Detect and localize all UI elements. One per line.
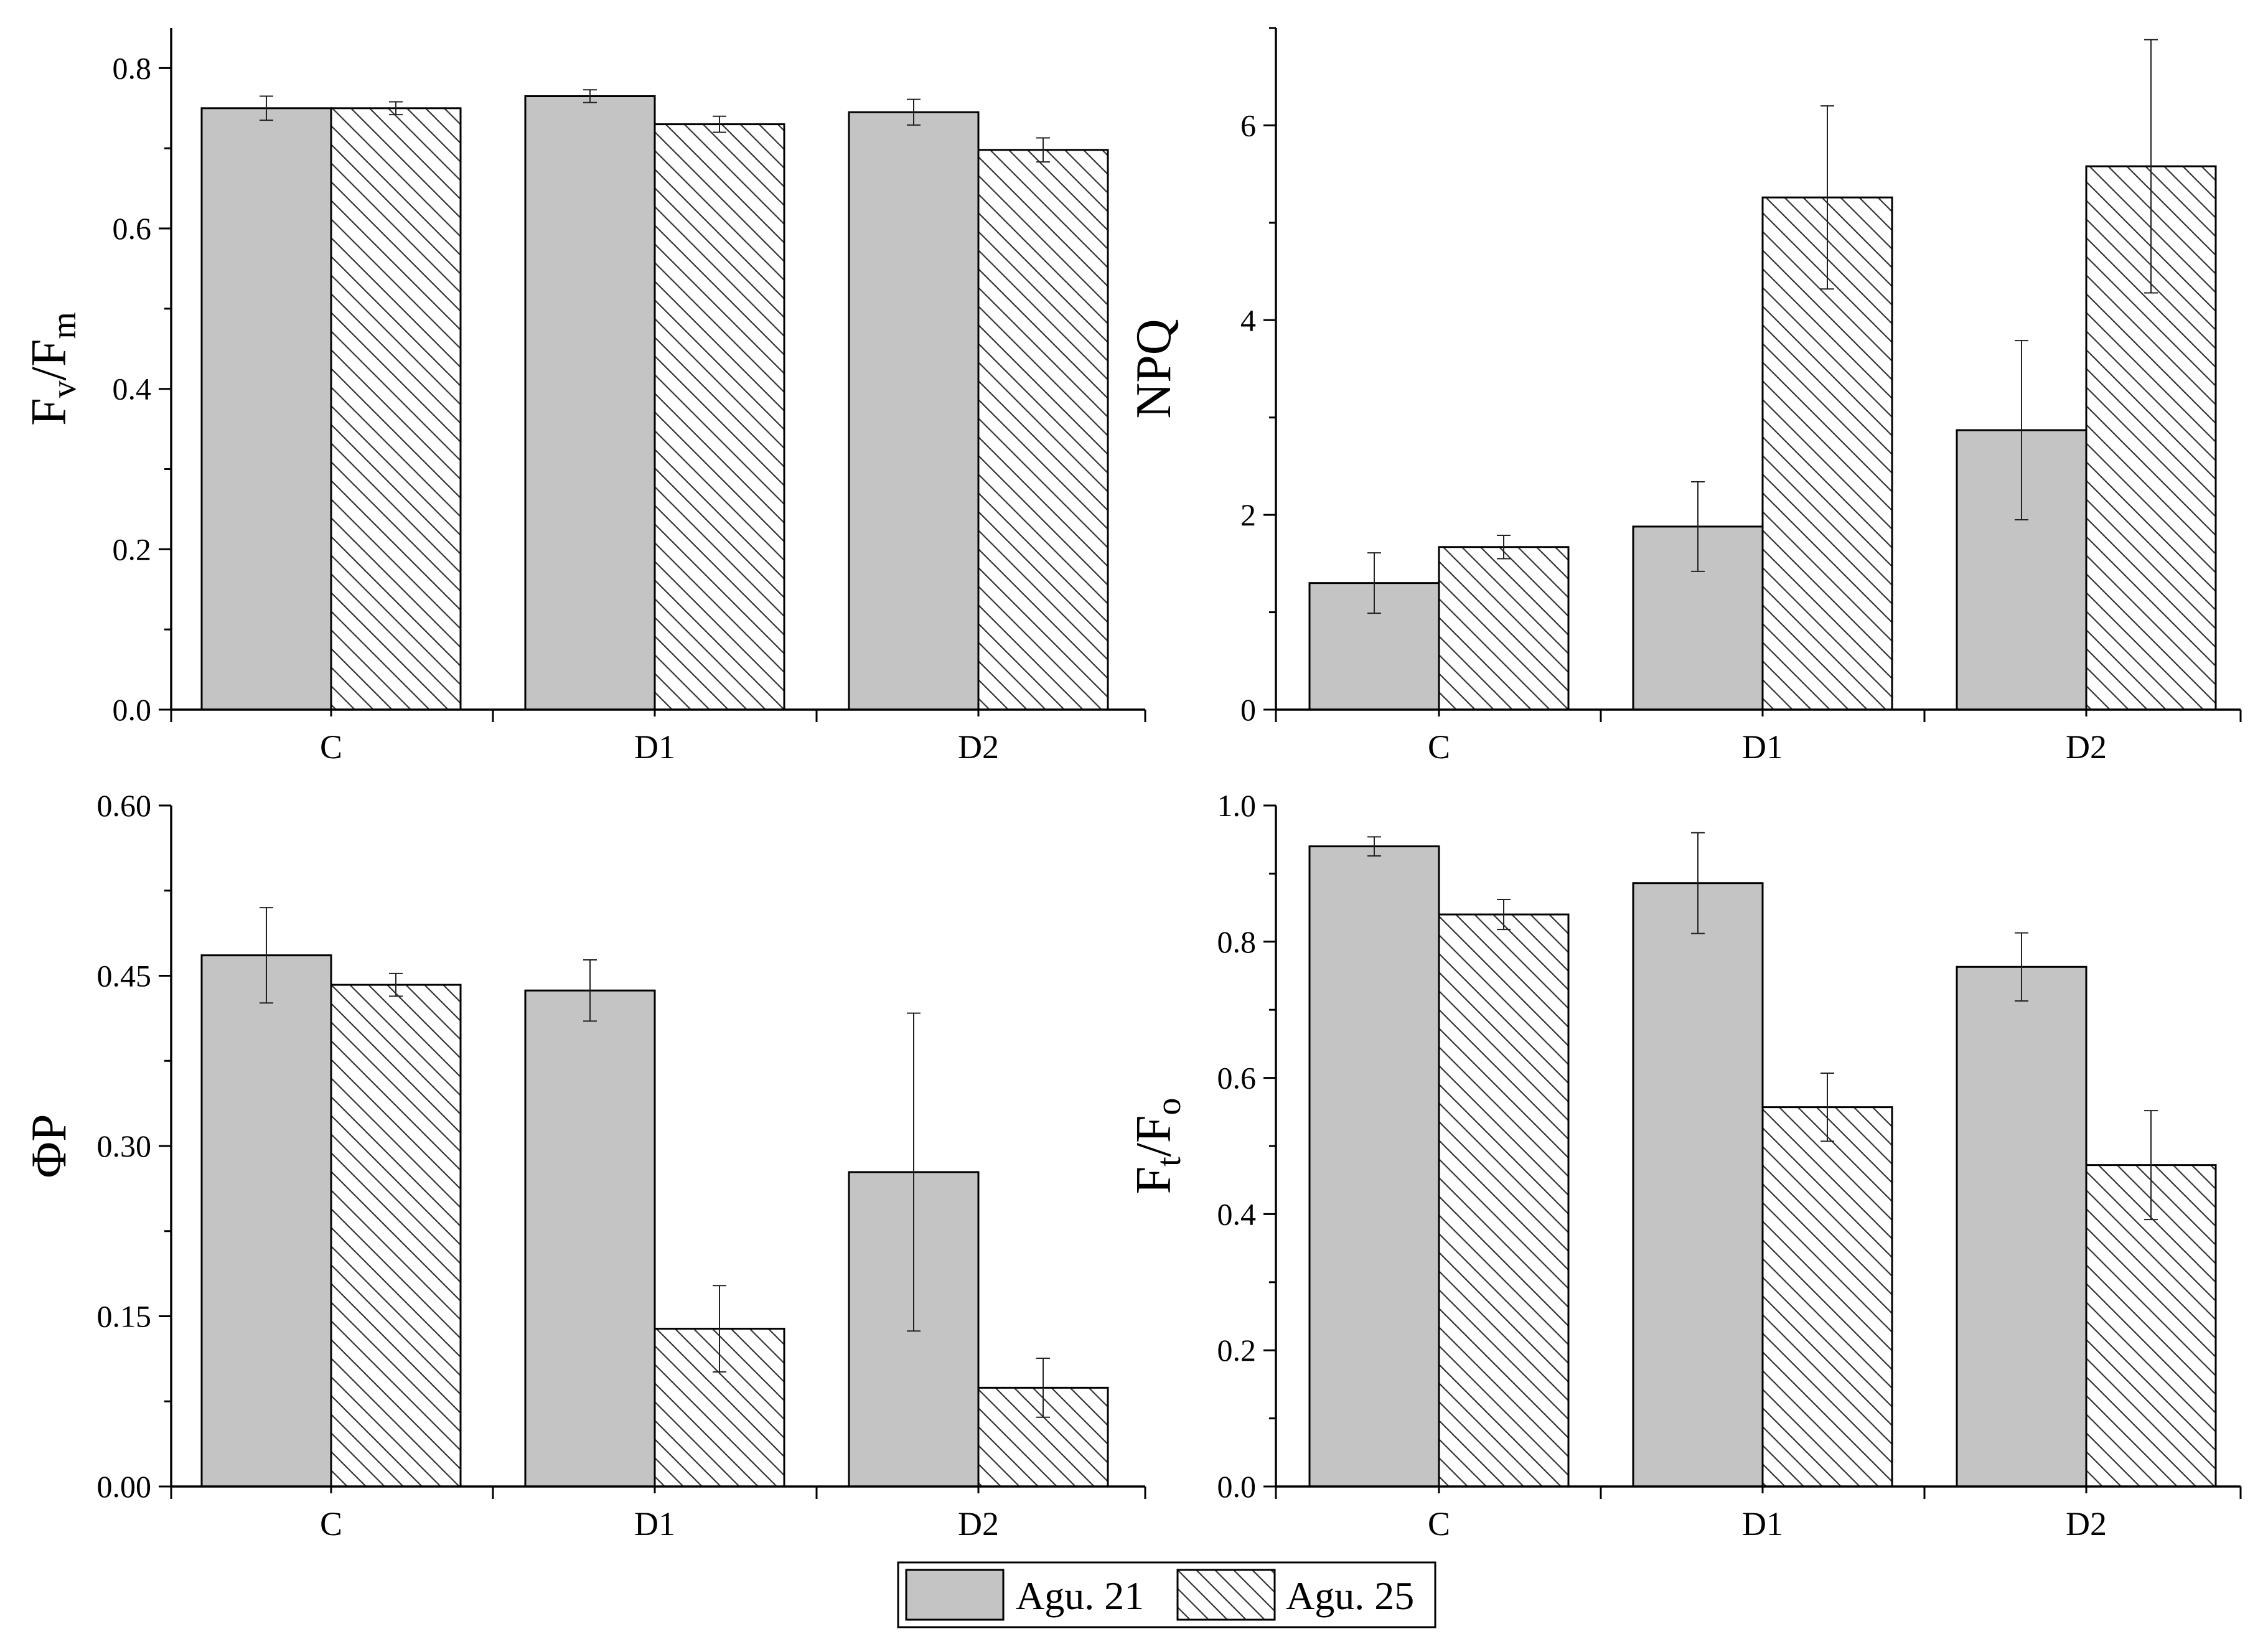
y-tick-label: 2 <box>1240 497 1256 532</box>
y-tick-label: 0.4 <box>113 372 152 406</box>
bar-agu25-D1 <box>1761 1106 1893 1488</box>
legend-swatch-agu25 <box>1176 1569 1276 1621</box>
x-tick-label-D1: D1 <box>634 1505 675 1543</box>
x-tick-label-C: C <box>1428 1505 1450 1543</box>
chart-legend: Agu. 21 Agu. 25 <box>897 1561 1436 1628</box>
y-tick-label: 0.2 <box>1217 1333 1257 1368</box>
bar-agu21-D1 <box>524 95 656 711</box>
y-tick-label: 4 <box>1240 303 1256 337</box>
y-tick-label: 0.6 <box>113 211 152 246</box>
bar-agu25-C <box>1438 546 1570 711</box>
legend-label-agu25: Agu. 25 <box>1286 1574 1414 1618</box>
chart-panel-bottom-right: 0.0 0.2 0.4 0.6 0.8 1.0 C D1 D2 Ft/Fo <box>1127 788 2242 1543</box>
y-tick-label: 0.60 <box>97 788 152 823</box>
bar-agu21-D1 <box>524 989 656 1488</box>
bar-agu21-D1 <box>1632 882 1764 1488</box>
y-tick-label: 0.15 <box>97 1299 152 1334</box>
chart-panel-bottom-left: 0.00 0.15 0.30 0.45 0.60 C D1 D2 ΦP <box>22 788 1146 1543</box>
bar-agu25-C <box>330 107 462 711</box>
y-tick-label: 0.4 <box>1217 1196 1257 1231</box>
bar-agu21-D2 <box>848 111 980 711</box>
y-tick-label: 0.45 <box>97 959 152 993</box>
legend-swatch-agu21 <box>905 1569 1005 1621</box>
y-tick-label: 1.0 <box>1217 788 1257 823</box>
x-tick-label-D2: D2 <box>958 1505 999 1543</box>
bar-agu25-C <box>1438 913 1570 1488</box>
y-tick-label: 0.0 <box>1217 1469 1257 1504</box>
bar-agu21-C <box>1308 845 1440 1488</box>
x-tick-label-C: C <box>1428 728 1450 766</box>
x-tick-label-C: C <box>320 1505 342 1543</box>
x-tick-label-D2: D2 <box>958 728 999 766</box>
y-tick-label: 0.00 <box>97 1469 152 1504</box>
x-tick-label-C: C <box>320 728 342 766</box>
bar-agu21-C <box>200 954 332 1488</box>
bar-agu21-D2 <box>1956 965 2088 1488</box>
y-axis-label: NPQ <box>1127 319 1181 418</box>
y-tick-label: 0.8 <box>1217 924 1257 959</box>
bar-agu25-C <box>330 984 462 1488</box>
legend-label-agu21: Agu. 21 <box>1016 1574 1144 1618</box>
y-axis-label: Ft/Fo <box>1127 1098 1188 1195</box>
y-tick-label: 0.6 <box>1217 1061 1257 1096</box>
x-tick-label-D2: D2 <box>2066 728 2107 766</box>
x-tick-label-D1: D1 <box>1742 1505 1783 1543</box>
chart-panel-top-right: 0 2 4 6 C D1 D2 NPQ <box>1127 27 2242 766</box>
y-tick-label: 0.0 <box>113 692 152 727</box>
y-tick-label: 0.30 <box>97 1129 152 1163</box>
x-tick-label-D1: D1 <box>634 728 675 766</box>
chart-panel-top-left: 0.0 0.2 0.4 0.6 0.8 C D1 D2 Fv/Fm <box>22 28 1146 766</box>
y-axis-label: Fv/Fm <box>22 312 83 426</box>
y-tick-label: 0.2 <box>113 532 152 566</box>
y-axis-label: ΦP <box>22 1114 77 1178</box>
y-tick-label: 0.8 <box>113 50 152 85</box>
bar-agu25-D1 <box>654 123 785 711</box>
bar-agu21-C <box>200 107 332 711</box>
x-tick-label-D2: D2 <box>2066 1505 2107 1543</box>
x-tick-label-D1: D1 <box>1742 728 1783 766</box>
y-tick-label: 6 <box>1240 108 1256 143</box>
y-tick-label: 0 <box>1240 692 1256 727</box>
bar-agu25-D2 <box>977 149 1109 711</box>
